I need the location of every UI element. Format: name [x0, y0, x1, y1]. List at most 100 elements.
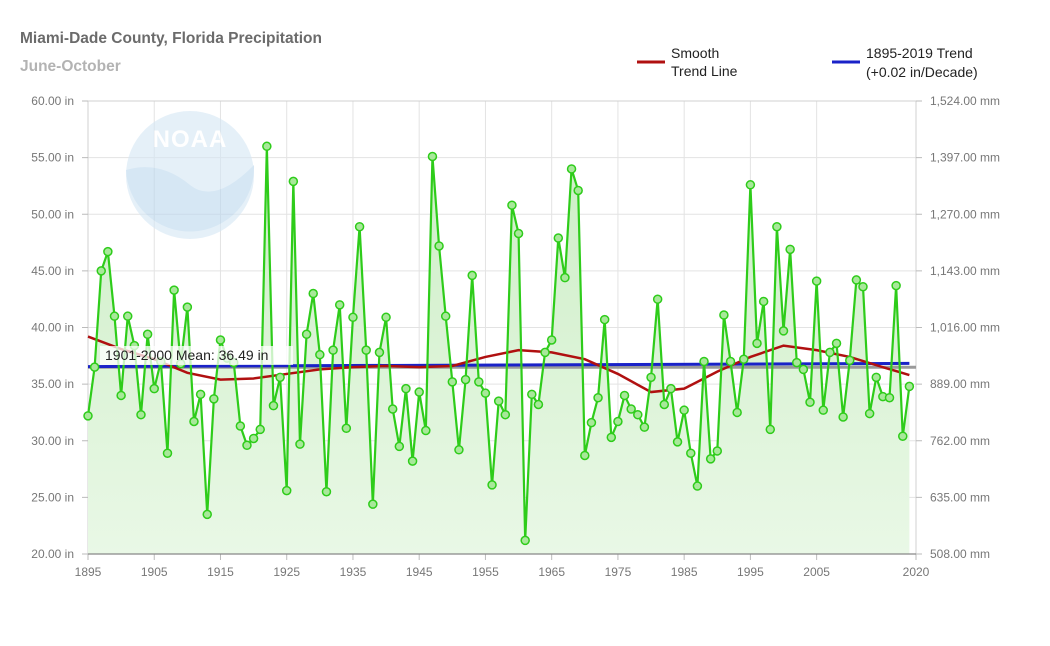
- smooth-trend-line: [87, 335, 910, 394]
- data-point: [573, 185, 583, 196]
- data-point: [474, 377, 484, 387]
- data-point: [96, 266, 106, 276]
- data-point: [136, 409, 146, 420]
- data-point: [898, 431, 908, 441]
- data-point: [407, 456, 418, 466]
- data-point: [149, 383, 159, 394]
- data-point: [871, 372, 882, 383]
- data-point: [818, 405, 829, 415]
- data-point: [798, 364, 809, 375]
- data-point: [427, 151, 438, 162]
- data-point: [109, 311, 120, 321]
- x-tick-label: 1925: [273, 565, 300, 579]
- x-tick-label: 1975: [605, 565, 632, 579]
- legend-trend-label-line1: 1895-2019 Trend: [866, 45, 973, 61]
- mean-label: 1901-2000 Mean: 36.49 in: [105, 347, 268, 363]
- data-point: [533, 399, 544, 410]
- axes: 20.00 in 508.00 mm 25.00 in 635.00 mm 30.00 …: [31, 94, 1000, 579]
- y2-tick-label: 1,016.00 mm: [930, 321, 1000, 335]
- data-point: [864, 408, 875, 419]
- y-tick-label: 25.00 in: [31, 490, 74, 504]
- y2-tick-label: 635.00 mm: [930, 490, 990, 504]
- data-point: [639, 422, 650, 432]
- legend-smooth-label-line1: Smooth: [671, 45, 719, 61]
- data-point: [301, 329, 312, 340]
- data-point: [719, 310, 729, 320]
- data-point: [467, 270, 477, 281]
- data-point: [758, 296, 769, 307]
- data-point: [586, 417, 597, 428]
- data-point: [686, 448, 696, 458]
- data-point: [679, 405, 689, 415]
- x-tick-label: 1905: [141, 565, 168, 579]
- y2-tick-label: 508.00 mm: [930, 547, 990, 561]
- data-point: [838, 412, 848, 422]
- data-point: [169, 285, 179, 295]
- data-point: [613, 416, 623, 427]
- data-point: [904, 381, 915, 392]
- chart-title: Miami-Dade County, Florida Precipitation: [20, 30, 322, 47]
- noaa-logo-text: NOAA: [153, 126, 228, 153]
- data-point: [646, 372, 656, 383]
- data-point: [672, 437, 683, 447]
- data-point: [195, 389, 206, 400]
- data-point: [315, 349, 325, 360]
- data-point: [209, 394, 219, 404]
- chart-subtitle: June-October: [20, 58, 121, 75]
- data-point: [387, 404, 398, 414]
- data-point: [666, 383, 676, 394]
- x-tick-label: 2020: [903, 565, 930, 579]
- data-point: [447, 377, 458, 387]
- data-point: [493, 396, 504, 406]
- data-point: [560, 272, 570, 283]
- data-point: [580, 450, 590, 461]
- data-point: [765, 424, 776, 435]
- data-point: [460, 374, 471, 385]
- precip-area: [88, 146, 910, 555]
- data-point: [454, 445, 464, 455]
- data-point: [368, 499, 378, 509]
- y-tick-label: 45.00 in: [31, 264, 74, 278]
- data-point: [295, 439, 305, 449]
- data-point: [235, 421, 246, 431]
- data-point: [268, 400, 279, 411]
- data-point: [633, 409, 643, 420]
- data-point: [546, 335, 557, 345]
- data-point: [374, 347, 385, 358]
- data-point: [182, 302, 193, 312]
- data-point: [281, 485, 292, 496]
- data-point: [540, 347, 550, 358]
- data-point: [480, 388, 491, 398]
- x-tick-label: 1985: [671, 565, 698, 579]
- data-point: [348, 312, 358, 323]
- y2-tick-label: 1,397.00 mm: [930, 151, 1000, 165]
- data-point: [752, 338, 762, 349]
- data-point: [831, 338, 842, 349]
- data-point: [401, 383, 411, 394]
- x-tick-label: 2005: [803, 565, 830, 579]
- data-point: [699, 356, 709, 367]
- data-point: [845, 355, 855, 366]
- data-point: [189, 416, 199, 427]
- data-point: [520, 535, 530, 546]
- data-point: [745, 180, 756, 190]
- y-tick-label: 50.00 in: [31, 207, 74, 221]
- data-point: [626, 404, 636, 414]
- data-point: [394, 441, 405, 452]
- y-tick-label: 20.00 in: [31, 547, 74, 561]
- x-tick-label: 1915: [207, 565, 234, 579]
- data-point: [487, 480, 497, 490]
- x-tick-label: 1955: [472, 565, 499, 579]
- x-tick-label: 1965: [538, 565, 565, 579]
- data-point: [116, 390, 126, 401]
- data-point: [606, 432, 617, 443]
- data-point: [361, 345, 371, 355]
- y-tick-label: 30.00 in: [31, 434, 74, 448]
- y2-tick-label: 762.00 mm: [930, 434, 990, 448]
- data-point: [275, 372, 285, 383]
- data-point: [255, 424, 265, 435]
- x-tick-label: 1895: [75, 565, 102, 579]
- mean-label-bg: [100, 346, 293, 365]
- data-point: [593, 392, 603, 403]
